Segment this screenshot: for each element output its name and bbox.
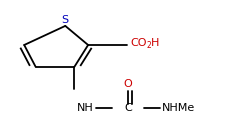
Text: 2: 2	[147, 41, 152, 50]
Text: NHMe: NHMe	[162, 103, 195, 113]
Text: NH: NH	[77, 103, 94, 113]
Text: H: H	[151, 38, 159, 48]
Text: S: S	[62, 15, 69, 25]
Text: O: O	[124, 79, 132, 89]
Text: C: C	[124, 103, 132, 113]
Text: CO: CO	[130, 38, 147, 48]
